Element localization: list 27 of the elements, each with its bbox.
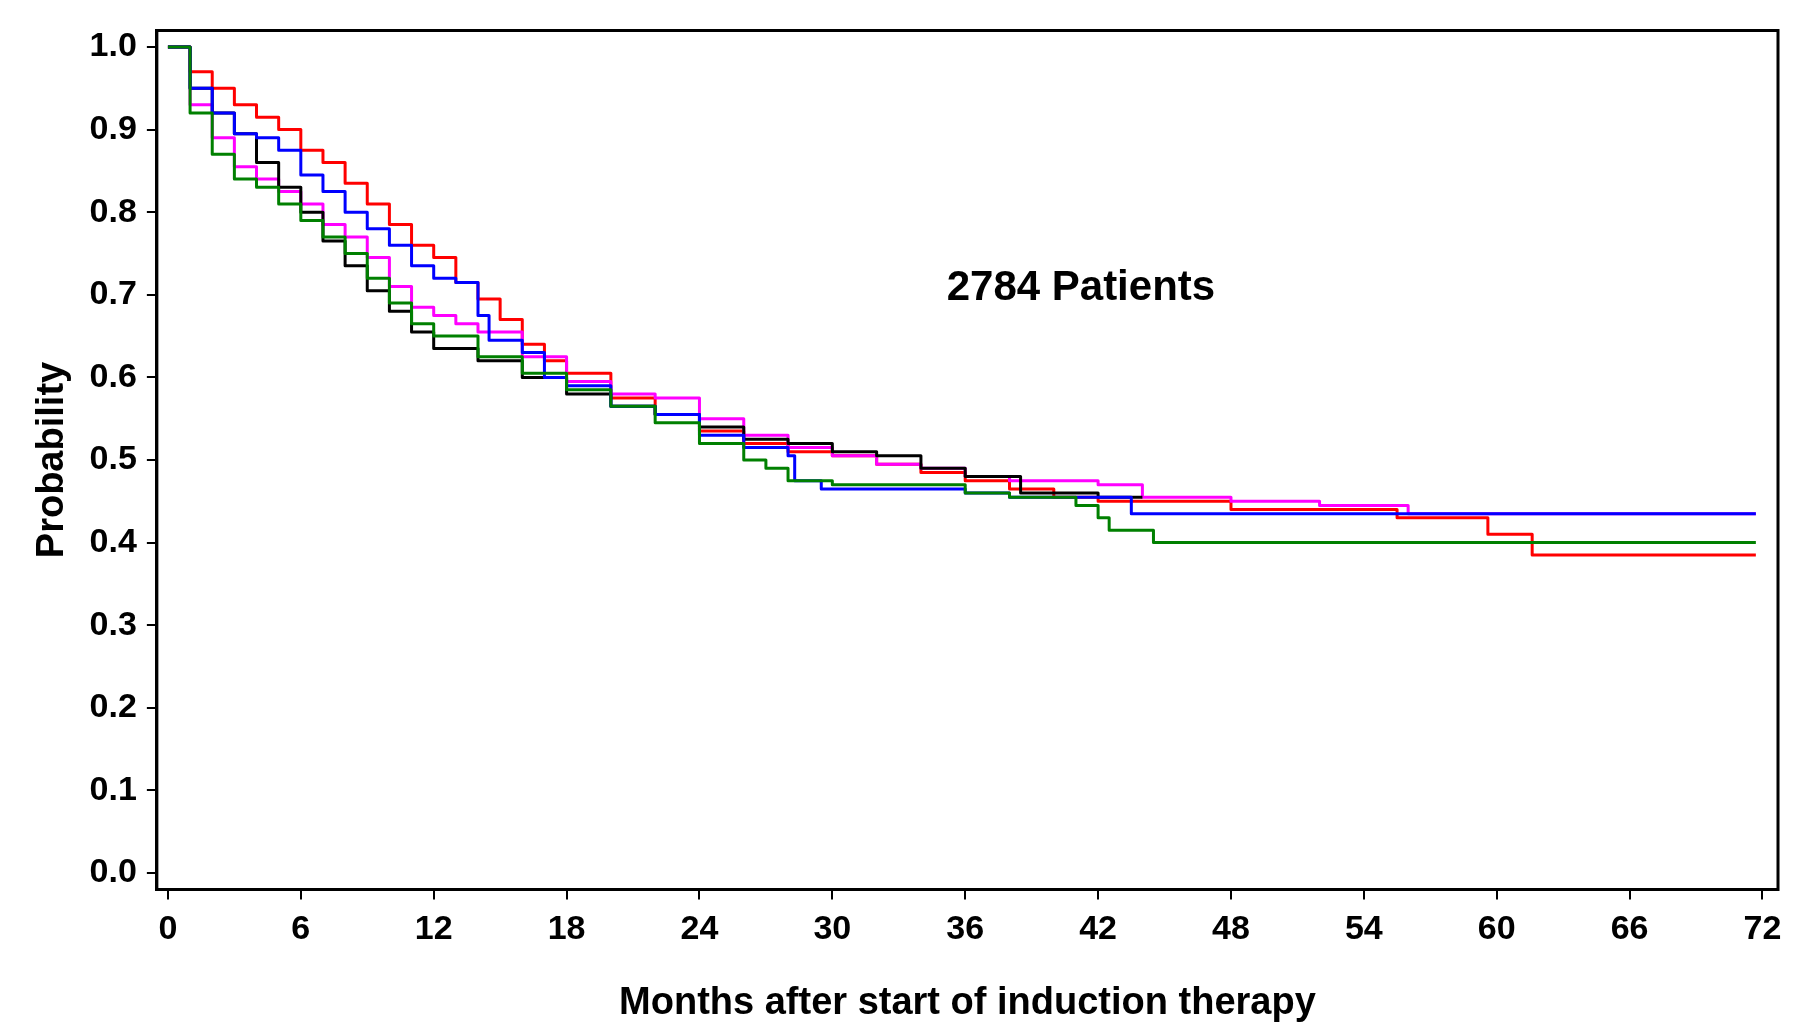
x-tick-label: 24 — [680, 908, 719, 947]
x-tick-label: 66 — [1610, 908, 1649, 947]
y-tick-label: 0.9 — [89, 107, 137, 146]
y-tick-label: 0.0 — [89, 851, 137, 890]
y-tick-label: 0.2 — [89, 686, 137, 725]
x-tick-label: 6 — [291, 908, 311, 947]
y-tick-label: 0.4 — [89, 520, 137, 559]
annotation: 2784 Patients — [946, 261, 1216, 309]
x-axis-title: Months after start of induction therapy — [619, 979, 1316, 1022]
y-tick-label: 0.5 — [89, 438, 137, 477]
x-tick-label: 54 — [1344, 908, 1383, 947]
y-tick-label: 0.3 — [89, 603, 137, 642]
x-tick-label: 48 — [1212, 908, 1250, 947]
y-tick-label: 0.6 — [89, 355, 137, 394]
y-tick-label: 0.7 — [89, 273, 137, 312]
x-tick-label: 72 — [1743, 908, 1782, 947]
y-tick-label: 0.1 — [89, 768, 137, 807]
x-tick-label: 42 — [1079, 908, 1118, 947]
x-tick-label: 30 — [813, 908, 852, 947]
x-tick-label: 60 — [1477, 908, 1516, 947]
y-axis-title: Probability — [29, 361, 72, 559]
y-tick-label: 0.8 — [89, 190, 137, 229]
x-tick-label: 18 — [547, 908, 586, 947]
x-tick-label: 12 — [414, 908, 453, 947]
y-tick-label: 1.0 — [89, 25, 137, 64]
x-tick-label: 36 — [946, 908, 985, 947]
x-tick-label: 0 — [158, 908, 178, 947]
